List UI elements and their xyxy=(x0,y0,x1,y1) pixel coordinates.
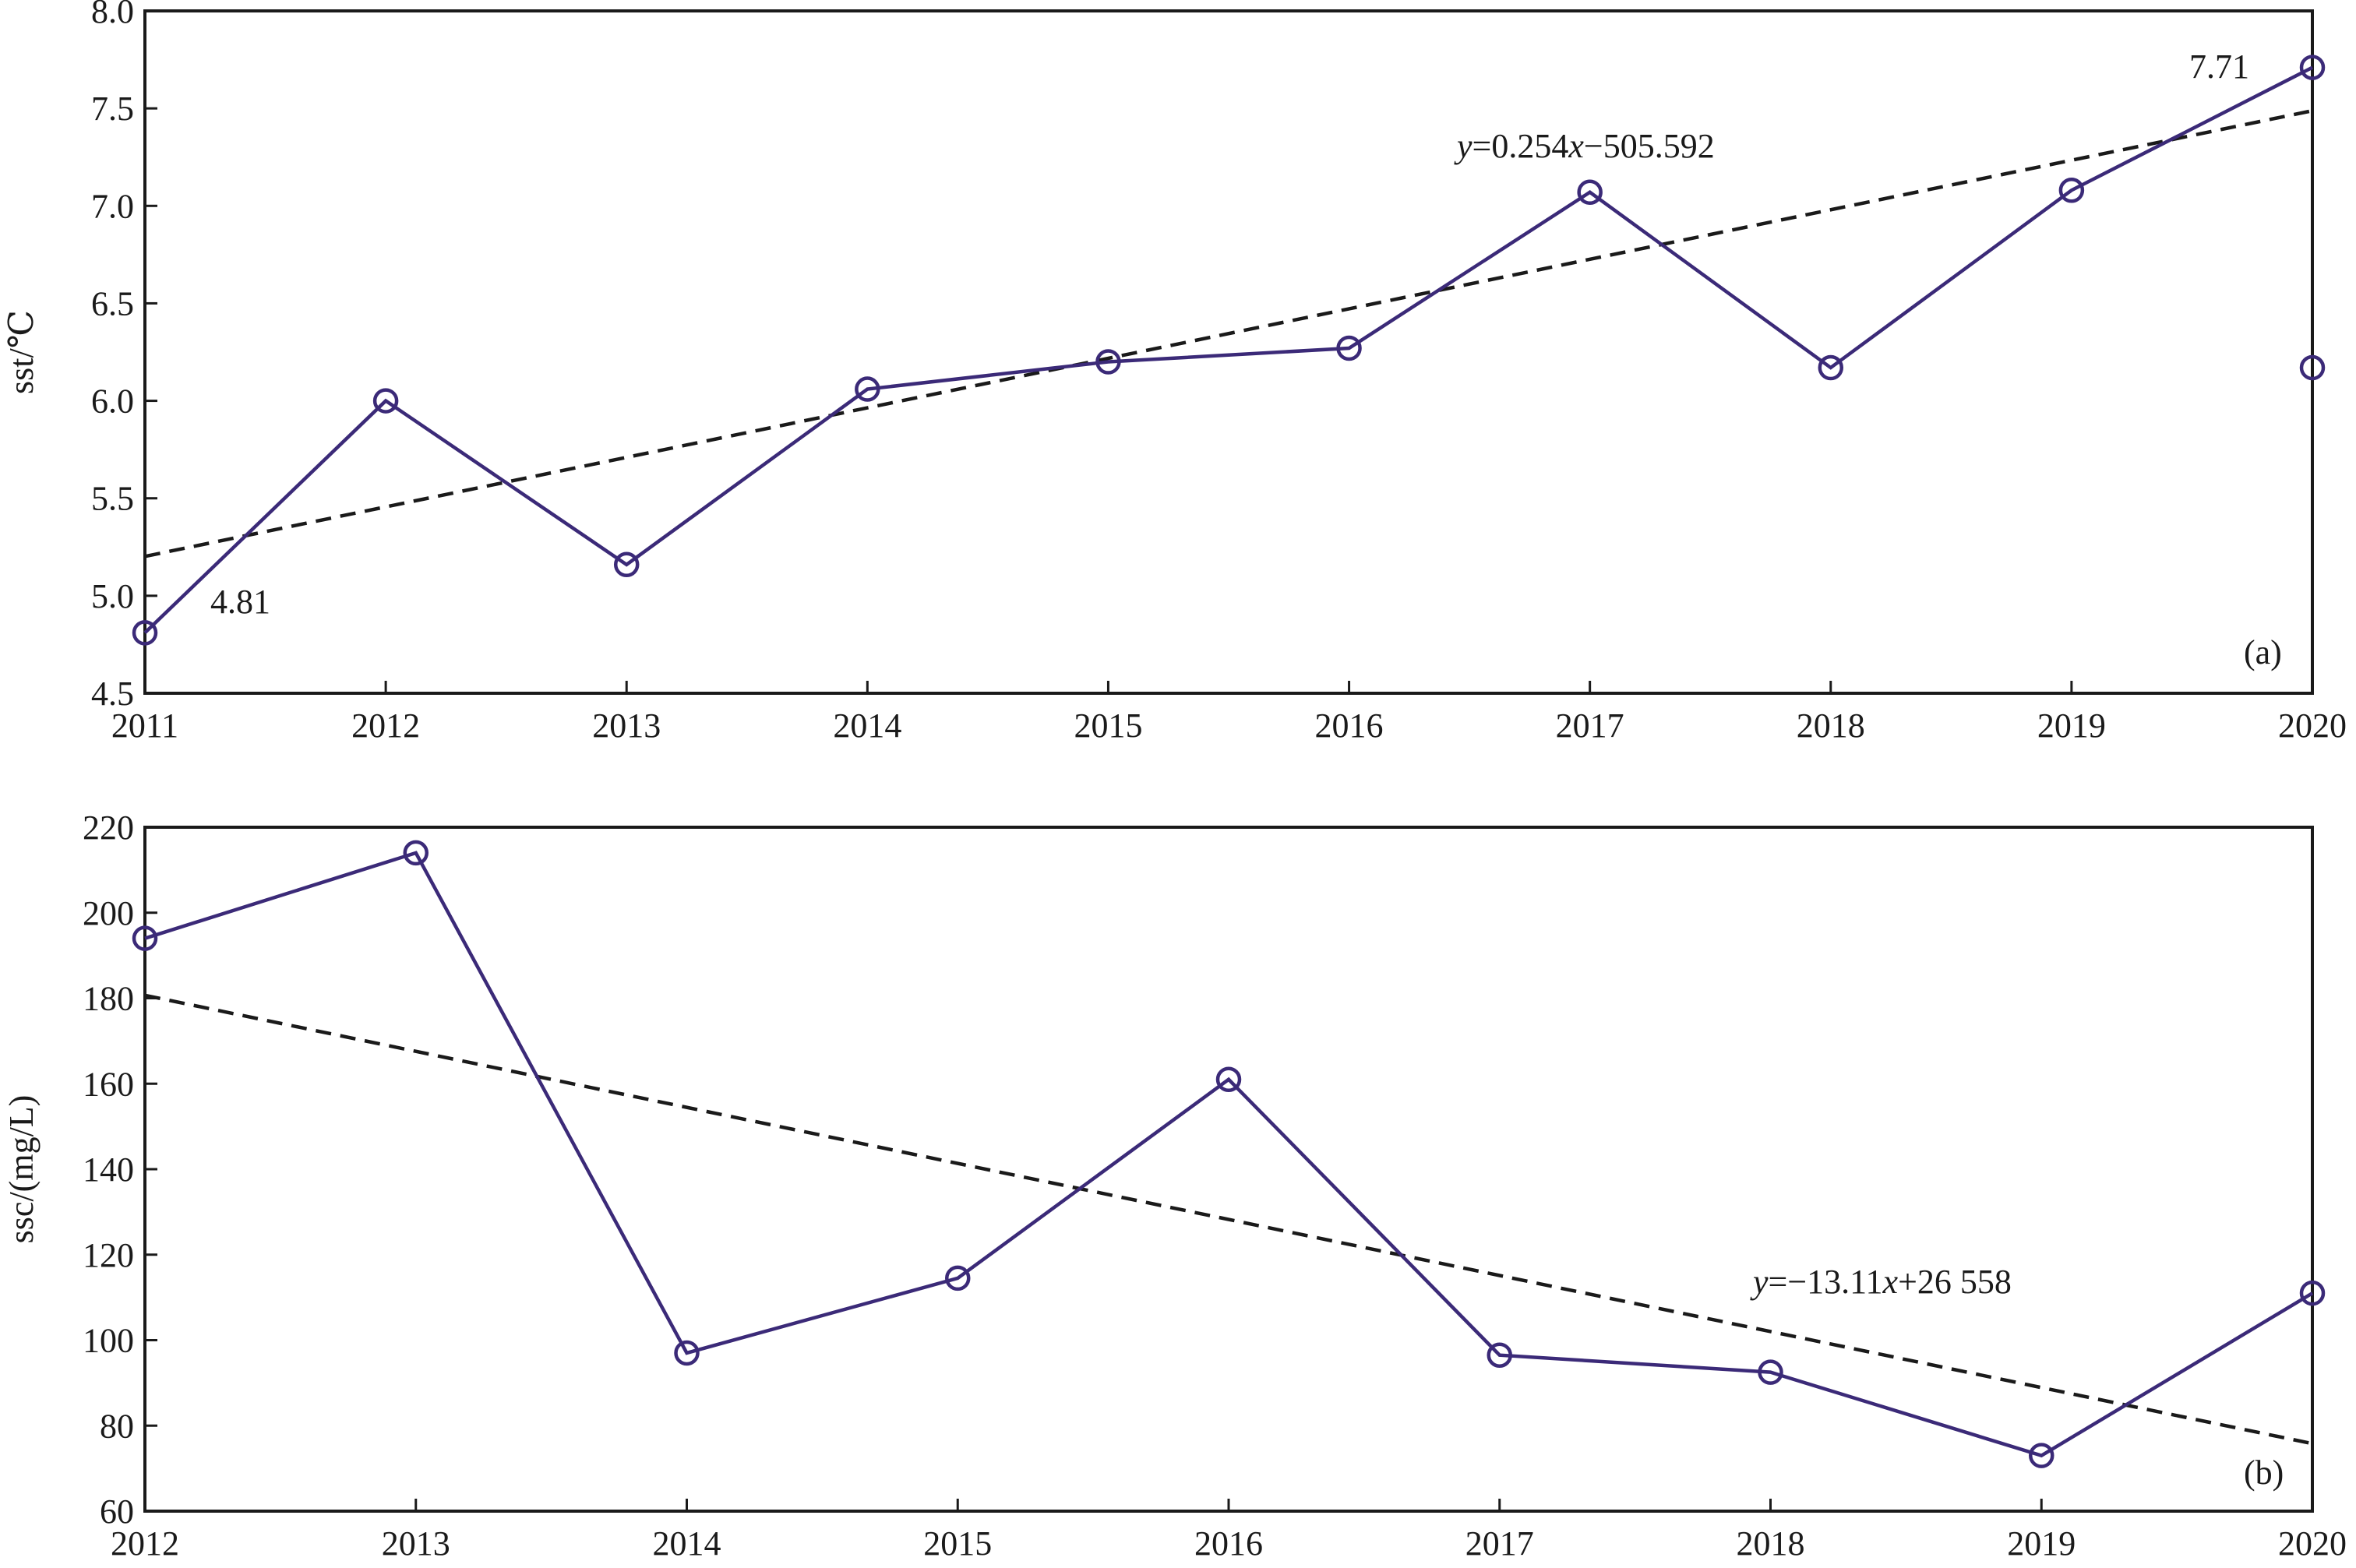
panel-label: (a) xyxy=(2244,633,2282,671)
data-point xyxy=(1487,1342,1512,1368)
trend-line xyxy=(144,108,2313,558)
y-tick-label: 60 xyxy=(100,1492,134,1531)
y-tick-label: 6.0 xyxy=(91,382,134,421)
x-tick-label: 2011 xyxy=(111,706,178,745)
x-tick-label: 2019 xyxy=(2007,1524,2076,1563)
data-point xyxy=(855,376,880,402)
data-point xyxy=(1336,335,1362,361)
data-point xyxy=(945,1265,971,1291)
equation-part: +26 558 xyxy=(1898,1263,2012,1301)
x-tick-label: 2018 xyxy=(1737,1524,1805,1563)
x-tick-label: 2020 xyxy=(2278,706,2347,745)
panel-b-ssc: 60 80 100 120 140 160 180 200 220 2012 2013 2014 201… xyxy=(2,809,2347,1563)
equation-part: =0.254 xyxy=(1472,127,1569,165)
x-tick-label: 2013 xyxy=(382,1524,450,1563)
data-point xyxy=(2299,55,2326,80)
data-point xyxy=(1215,1066,1242,1093)
value-annotation: 7.71 xyxy=(2189,48,2249,86)
x-tick-label: 2019 xyxy=(2037,706,2106,745)
y-tick-label: 100 xyxy=(83,1322,134,1360)
data-point xyxy=(2058,178,2085,203)
y-tick-label: 5.0 xyxy=(91,577,134,615)
data-point xyxy=(1095,349,1121,375)
x-tick-label: 2017 xyxy=(1556,706,1624,745)
x-tick-label: 2012 xyxy=(351,706,420,745)
x-tick-label: 2015 xyxy=(1074,706,1142,745)
panel-a-sst: 4.5 5.0 5.5 6.0 6.5 7.0 7.5 8.0 2011 2012 2013 2014… xyxy=(2,0,2347,745)
equation-part: x xyxy=(1882,1263,1899,1301)
y-tick-label: 8.0 xyxy=(91,0,134,30)
data-point xyxy=(2299,1280,2326,1306)
data-point xyxy=(1818,354,1844,381)
data-point xyxy=(2029,1443,2054,1468)
panel-label: (b) xyxy=(2244,1453,2284,1492)
data-point xyxy=(403,840,429,866)
data-point xyxy=(132,620,158,646)
data-point xyxy=(1758,1359,1783,1385)
x-tick-label: 2016 xyxy=(1315,706,1384,745)
trend-line xyxy=(144,993,2313,1446)
x-tick-label: 2018 xyxy=(1797,706,1865,745)
y-tick-label: 80 xyxy=(100,1407,134,1445)
plot-frame xyxy=(143,9,2314,695)
y-tick-label: 200 xyxy=(83,894,134,932)
y-tick-label: 220 xyxy=(83,809,134,847)
equation-part: −505.592 xyxy=(1584,127,1715,165)
equation-part: y xyxy=(1750,1263,1769,1301)
x-tick-label: 2014 xyxy=(833,706,901,745)
data-point xyxy=(132,925,158,951)
x-tick-label: 2013 xyxy=(592,706,661,745)
x-tick-label: 2014 xyxy=(653,1524,721,1563)
equation-part: =−13.11 xyxy=(1769,1263,1883,1301)
equation-part: y xyxy=(1454,127,1472,165)
plot-frame xyxy=(143,826,2314,1513)
x-tick-label: 2015 xyxy=(923,1524,992,1563)
data-point xyxy=(674,1340,700,1366)
y-tick-label: 160 xyxy=(83,1065,134,1103)
series-line xyxy=(143,65,2314,635)
regression-equation: y=−13.11x+26 558 xyxy=(1750,1263,2012,1301)
extra-data-point xyxy=(2299,354,2326,381)
series-line xyxy=(144,851,2314,1458)
x-tick-label: 2020 xyxy=(2278,1524,2347,1563)
value-annotation: 4.81 xyxy=(210,583,270,621)
y-tick-label: 180 xyxy=(83,980,134,1018)
x-tick-label: 2016 xyxy=(1194,1524,1263,1563)
x-tick-label: 2012 xyxy=(111,1524,179,1563)
data-point xyxy=(613,551,640,578)
y-tick-label: 4.5 xyxy=(91,675,134,713)
y-tick-label: 120 xyxy=(83,1236,134,1274)
y-tick-label: 7.5 xyxy=(91,90,134,128)
y-tick-label: 6.5 xyxy=(91,284,134,322)
y-tick-label: 140 xyxy=(83,1150,134,1189)
equation-part: x xyxy=(1568,127,1584,165)
y-axis-title: sst/℃ xyxy=(2,310,41,394)
data-point xyxy=(1577,179,1603,206)
y-axis-title: ssc/(mg/L) xyxy=(2,1095,41,1244)
x-tick-label: 2017 xyxy=(1465,1524,1534,1563)
regression-equation: y=0.254x−505.592 xyxy=(1454,127,1715,165)
data-point xyxy=(372,388,399,414)
y-tick-label: 7.0 xyxy=(91,187,134,225)
y-tick-label: 5.5 xyxy=(91,480,134,518)
